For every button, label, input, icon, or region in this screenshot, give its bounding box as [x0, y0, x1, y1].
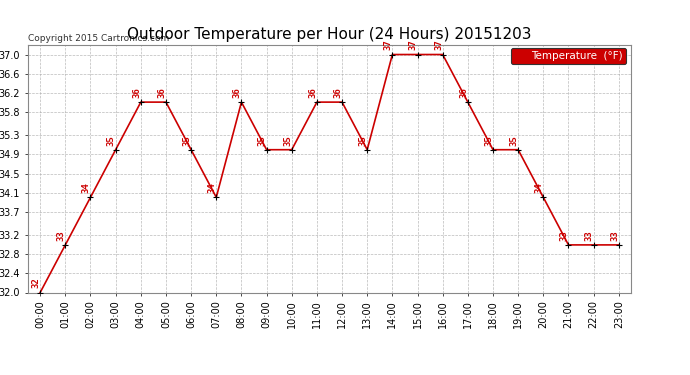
Text: 32: 32	[32, 278, 41, 288]
Text: 37: 37	[384, 40, 393, 50]
Text: Copyright 2015 Cartronics.com: Copyright 2015 Cartronics.com	[28, 33, 169, 42]
Text: 36: 36	[132, 87, 141, 98]
Text: 34: 34	[82, 182, 91, 193]
Text: 36: 36	[233, 87, 241, 98]
Text: 35: 35	[283, 135, 292, 146]
Text: 35: 35	[182, 135, 191, 146]
Text: 36: 36	[308, 87, 317, 98]
Text: 37: 37	[409, 40, 418, 50]
Text: 35: 35	[509, 135, 518, 146]
Text: 33: 33	[57, 230, 66, 241]
Text: 35: 35	[484, 135, 493, 146]
Legend: Temperature  (°F): Temperature (°F)	[511, 48, 626, 64]
Text: 36: 36	[333, 87, 342, 98]
Text: 35: 35	[359, 135, 368, 146]
Text: 33: 33	[560, 230, 569, 241]
Text: 36: 36	[459, 87, 469, 98]
Text: 36: 36	[157, 87, 166, 98]
Title: Outdoor Temperature per Hour (24 Hours) 20151203: Outdoor Temperature per Hour (24 Hours) …	[127, 27, 532, 42]
Text: 33: 33	[585, 230, 594, 241]
Text: 34: 34	[208, 182, 217, 193]
Text: 35: 35	[258, 135, 267, 146]
Text: 33: 33	[610, 230, 619, 241]
Text: 35: 35	[107, 135, 116, 146]
Text: 34: 34	[535, 182, 544, 193]
Text: 37: 37	[434, 40, 443, 50]
